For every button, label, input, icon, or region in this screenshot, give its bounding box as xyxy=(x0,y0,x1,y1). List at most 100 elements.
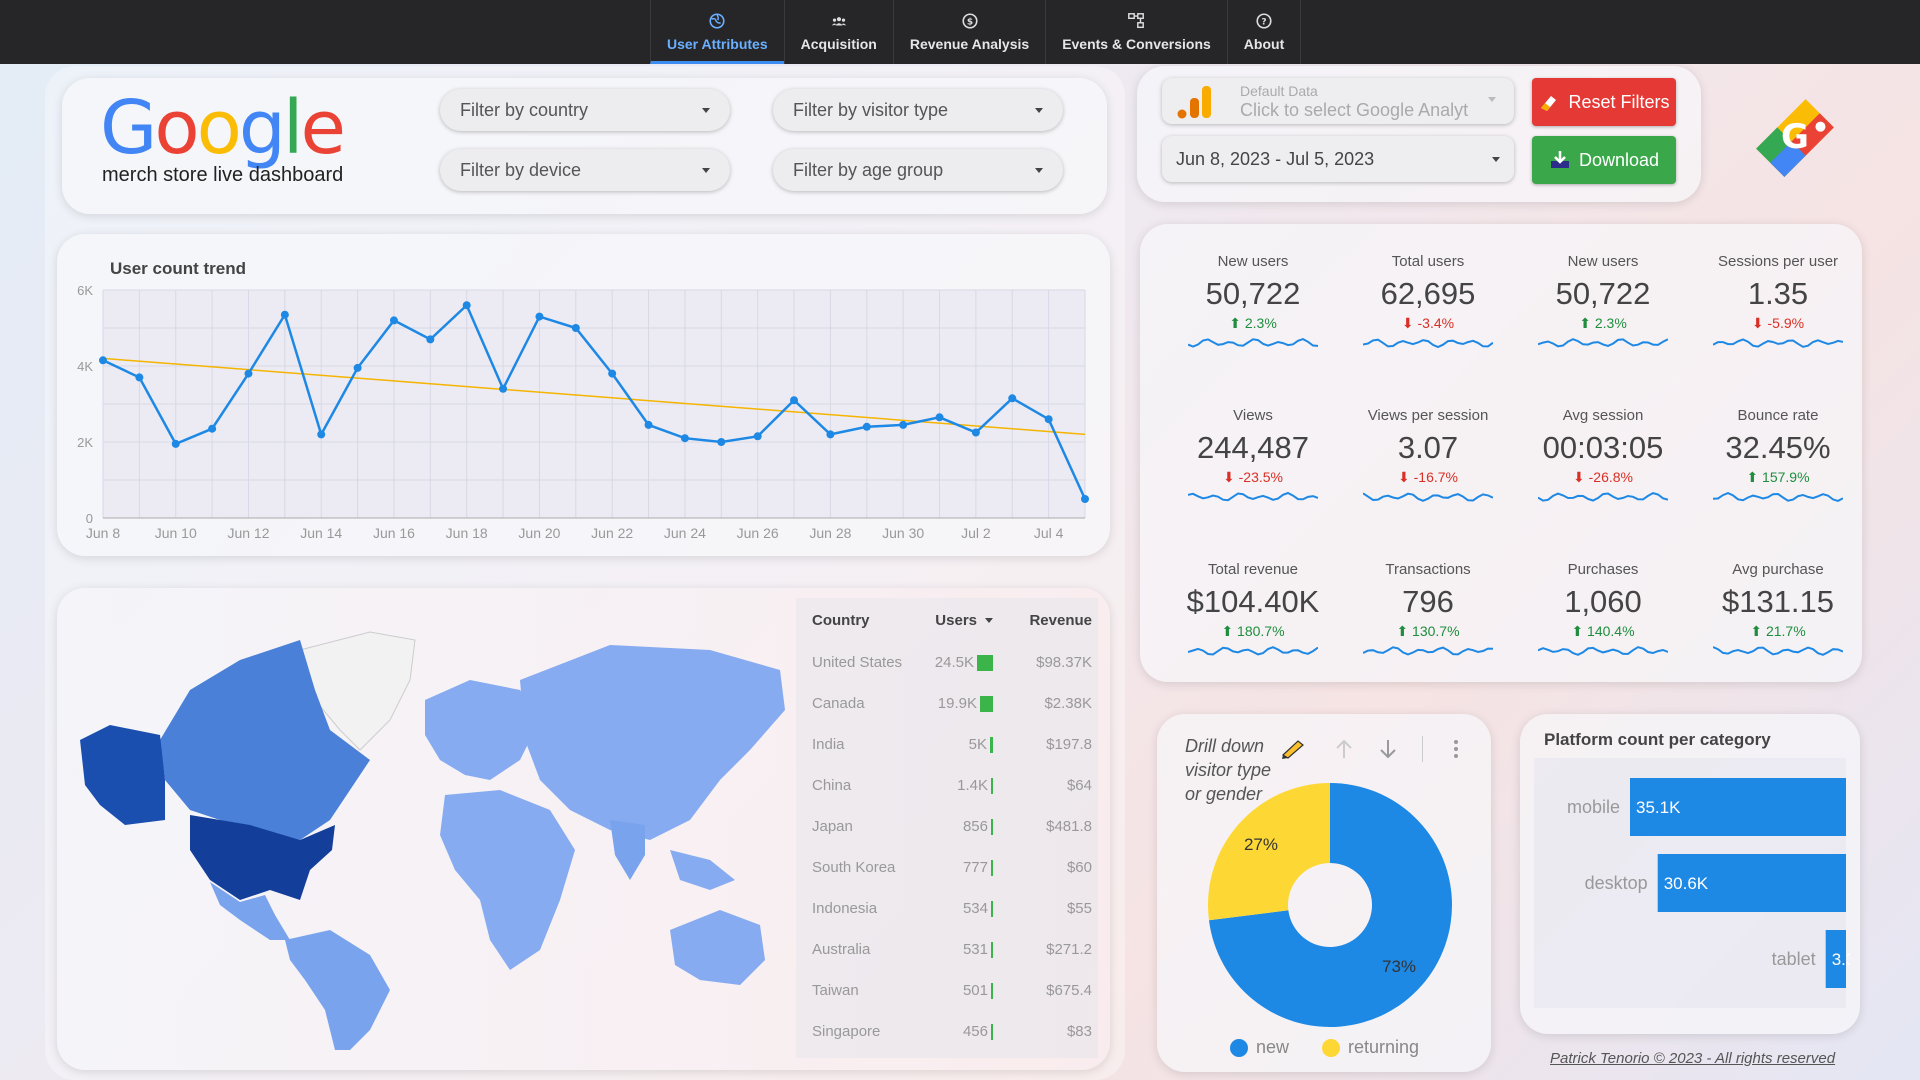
sparkline-path xyxy=(1188,491,1318,502)
data-point[interactable] xyxy=(571,324,580,332)
cell-users-value: 24.5K xyxy=(934,654,974,671)
data-point[interactable] xyxy=(535,312,544,321)
table-row[interactable]: India 5K $197.8 xyxy=(796,724,1098,765)
table-row[interactable]: Japan 856 $481.8 xyxy=(796,806,1098,847)
tab-label: Revenue Analysis xyxy=(909,36,1030,52)
data-point[interactable] xyxy=(1008,394,1017,403)
x-tick-label: Jun 20 xyxy=(518,525,560,541)
tab-about[interactable]: ? About xyxy=(1226,0,1302,64)
data-point[interactable] xyxy=(899,420,908,429)
data-point[interactable] xyxy=(717,438,726,446)
bar-desktop[interactable] xyxy=(1657,854,1846,912)
chevron-down-icon xyxy=(1035,167,1043,173)
column-users[interactable]: Users xyxy=(911,612,993,629)
tab-revenue-analysis[interactable]: $ Revenue Analysis xyxy=(892,0,1045,64)
data-point[interactable] xyxy=(680,434,689,443)
data-point[interactable] xyxy=(753,432,762,441)
legend-new-label: new xyxy=(1256,1037,1290,1057)
cell-users: 534 xyxy=(911,900,993,917)
bar-tablet[interactable] xyxy=(1825,930,1846,988)
data-point[interactable] xyxy=(1044,415,1053,424)
data-point[interactable] xyxy=(935,413,944,422)
kpi-sparkline xyxy=(1188,338,1318,348)
filter-device[interactable]: Filter by device xyxy=(440,149,730,191)
data-point[interactable] xyxy=(135,373,144,382)
table-row[interactable]: South Korea 777 $60 xyxy=(796,847,1098,888)
table-row[interactable]: Taiwan 501 $675.4 xyxy=(796,970,1098,1011)
data-point[interactable] xyxy=(244,369,253,378)
kpi-label: New users xyxy=(1217,253,1289,270)
data-point[interactable] xyxy=(317,430,326,439)
cell-users-value: 777 xyxy=(962,859,988,876)
tab-events-conversions[interactable]: Events & Conversions xyxy=(1045,0,1227,64)
data-point[interactable] xyxy=(353,363,362,372)
kpi-tile: Sessions per user 1.35 ⬇ -5.9% xyxy=(1698,253,1858,350)
data-point[interactable] xyxy=(608,369,617,378)
map-australia xyxy=(670,910,765,985)
date-range-select[interactable]: Jun 8, 2023 - Jul 5, 2023 xyxy=(1162,136,1514,182)
data-point[interactable] xyxy=(862,422,871,431)
cell-revenue: $675.4 xyxy=(1046,982,1092,999)
data-point[interactable] xyxy=(99,356,107,365)
data-point[interactable] xyxy=(462,301,471,310)
data-point[interactable] xyxy=(426,335,435,344)
table-row[interactable]: Singapore 456 $83 xyxy=(796,1011,1098,1052)
logo-letter: l xyxy=(282,85,303,171)
table-row[interactable]: Indonesia 534 $55 xyxy=(796,888,1098,929)
data-point[interactable] xyxy=(208,424,217,433)
sparkline-path xyxy=(1188,338,1318,348)
more-options-icon[interactable] xyxy=(1450,738,1462,760)
donut-slice-returning[interactable] xyxy=(1208,783,1330,921)
column-revenue[interactable]: Revenue xyxy=(1029,611,1092,629)
table-row[interactable]: United States 24.5K $98.37K xyxy=(796,642,1098,683)
donut-slice-new[interactable] xyxy=(1208,783,1452,1027)
filter-country[interactable]: Filter by country xyxy=(440,89,730,131)
series-line xyxy=(102,303,1087,500)
top-nav: User Attributes Acquisition $ Revenue An… xyxy=(0,0,1920,64)
data-point[interactable] xyxy=(790,396,799,405)
kpi-value: 50,722 xyxy=(1555,276,1651,311)
tab-acquisition[interactable]: Acquisition xyxy=(783,0,893,64)
sparkline-path xyxy=(1713,492,1843,502)
data-point[interactable] xyxy=(971,428,980,437)
kpi-value: 1,060 xyxy=(1564,584,1642,619)
copyright-footer[interactable]: Patrick Tenorio © 2023 - All rights rese… xyxy=(1550,1050,1836,1067)
legend-new[interactable]: new xyxy=(1230,1037,1289,1058)
data-point[interactable] xyxy=(171,439,180,448)
kpi-value: 244,487 xyxy=(1196,430,1310,465)
filter-visitor-type[interactable]: Filter by visitor type xyxy=(773,89,1063,131)
kpi-sparkline xyxy=(1538,492,1668,502)
tab-user-attributes[interactable]: User Attributes xyxy=(650,0,784,64)
download-button[interactable]: Download xyxy=(1532,136,1676,184)
column-country[interactable]: Country xyxy=(812,611,870,629)
pencil-icon xyxy=(1282,740,1304,759)
tab-label: Events & Conversions xyxy=(1062,36,1211,52)
users-bar xyxy=(980,695,993,712)
drill-up-icon[interactable] xyxy=(1334,738,1354,760)
data-point[interactable] xyxy=(826,430,835,439)
kpi-label: New users xyxy=(1567,253,1639,270)
data-source-label: Default Data xyxy=(1240,83,1318,99)
drill-down-icon[interactable] xyxy=(1378,738,1398,760)
data-point[interactable] xyxy=(389,316,398,325)
chevron-down-icon xyxy=(1488,97,1496,102)
dashboard-subtitle: merch store live dashboard xyxy=(102,164,344,186)
country-table-header: Country Users Revenue xyxy=(796,598,1098,642)
table-row[interactable]: Australia 531 $271.2 xyxy=(796,929,1098,970)
data-point[interactable] xyxy=(499,384,508,393)
data-point[interactable] xyxy=(1081,495,1089,503)
data-point[interactable] xyxy=(280,310,289,319)
data-point[interactable] xyxy=(644,420,653,429)
data-source-select[interactable]: Default Data Click to select Google Anal… xyxy=(1162,78,1514,124)
cell-country: Singapore xyxy=(812,1023,881,1040)
download-icon xyxy=(1550,151,1569,168)
data-source-placeholder: Click to select Google Analyt xyxy=(1240,100,1469,120)
bar-mobile[interactable] xyxy=(1630,778,1846,836)
table-row[interactable]: China 1.4K $64 xyxy=(796,765,1098,806)
reset-filters-button[interactable]: Reset Filters xyxy=(1532,78,1676,126)
table-row[interactable]: Canada 19.9K $2.38K xyxy=(796,683,1098,724)
visitor-type-donut: 73% 27% xyxy=(1208,783,1452,1027)
cell-users-value: 531 xyxy=(962,941,988,958)
filter-age-group[interactable]: Filter by age group xyxy=(773,149,1063,191)
legend-returning[interactable]: returning xyxy=(1322,1037,1419,1058)
